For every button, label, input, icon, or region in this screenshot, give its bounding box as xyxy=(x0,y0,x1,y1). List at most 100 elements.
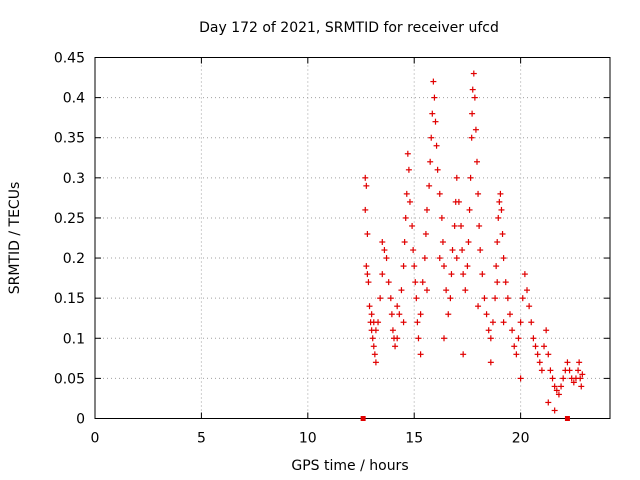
data-point xyxy=(441,335,448,342)
plot-frame xyxy=(94,57,611,419)
data-point xyxy=(496,198,503,205)
data-point xyxy=(493,263,500,270)
data-point xyxy=(575,367,582,374)
data-point xyxy=(436,190,443,197)
data-point xyxy=(577,375,584,382)
data-point xyxy=(497,190,504,197)
data-point xyxy=(467,174,474,181)
data-point xyxy=(555,391,562,398)
data-point xyxy=(439,239,446,246)
data-point xyxy=(549,375,556,382)
data-point xyxy=(543,327,550,334)
data-point xyxy=(406,198,413,205)
data-point xyxy=(517,375,524,382)
data-point xyxy=(402,214,409,221)
data-point xyxy=(500,319,507,326)
data-point xyxy=(500,255,507,262)
axis-marker xyxy=(360,416,366,421)
data-point xyxy=(401,239,408,246)
data-point xyxy=(381,247,388,254)
data-point xyxy=(460,271,467,278)
data-point xyxy=(560,375,567,382)
data-point xyxy=(519,295,526,302)
data-point xyxy=(502,279,509,286)
data-point xyxy=(405,166,412,173)
data-point xyxy=(404,150,411,157)
data-point xyxy=(547,367,554,374)
data-point xyxy=(430,78,437,85)
data-point xyxy=(460,351,467,358)
data-point xyxy=(492,295,499,302)
x-tick-label: 15 xyxy=(405,431,423,447)
data-point xyxy=(379,239,386,246)
x-tick-label: 10 xyxy=(299,431,317,447)
data-point xyxy=(564,359,571,366)
y-tick-label: 0 xyxy=(76,412,85,428)
data-point xyxy=(541,343,548,350)
data-point xyxy=(579,371,586,378)
y-tick-label: 0.1 xyxy=(63,331,85,347)
data-point xyxy=(389,327,396,334)
data-point xyxy=(429,110,436,117)
axis-marker xyxy=(564,416,570,421)
data-point xyxy=(363,263,370,270)
y-tick-label: 0.35 xyxy=(54,131,85,147)
data-point xyxy=(412,279,419,286)
data-point xyxy=(411,263,418,270)
data-point xyxy=(392,343,399,350)
data-point xyxy=(441,263,448,270)
data-point xyxy=(477,247,484,254)
data-point xyxy=(551,407,558,414)
data-point xyxy=(553,387,560,394)
chart-title: Day 172 of 2021, SRMTID for receiver ufc… xyxy=(199,20,499,36)
x-axis-label: GPS time / hours xyxy=(291,458,408,474)
data-point xyxy=(504,295,511,302)
data-point xyxy=(517,319,524,326)
y-tick-label: 0.25 xyxy=(54,211,85,227)
y-axis-label: SRMTID / TECUs xyxy=(7,182,23,295)
data-point xyxy=(427,158,434,165)
data-point xyxy=(394,335,401,342)
x-tick-label: 0 xyxy=(91,431,100,447)
data-point xyxy=(578,383,585,390)
data-point xyxy=(515,335,522,342)
data-point xyxy=(385,279,392,286)
y-tick-label: 0.4 xyxy=(63,91,85,107)
data-point xyxy=(475,190,482,197)
data-point xyxy=(524,287,531,294)
data-point xyxy=(431,94,438,101)
data-point xyxy=(365,279,372,286)
data-point xyxy=(447,295,454,302)
data-point xyxy=(369,335,376,342)
data-point xyxy=(464,263,471,270)
y-tick-label: 0.15 xyxy=(54,291,85,307)
data-point xyxy=(511,343,518,350)
data-point xyxy=(459,247,466,254)
data-point xyxy=(530,335,537,342)
data-point xyxy=(403,190,410,197)
data-point xyxy=(436,255,443,262)
data-point xyxy=(364,230,371,237)
data-point xyxy=(362,174,369,181)
data-point xyxy=(468,134,475,141)
data-point xyxy=(417,311,424,318)
y-tick-label: 0.05 xyxy=(54,371,85,387)
data-point xyxy=(368,311,375,318)
data-point xyxy=(419,279,426,286)
data-point xyxy=(448,271,455,278)
data-points xyxy=(362,70,586,414)
x-tick-label: 5 xyxy=(197,431,206,447)
data-point xyxy=(422,230,429,237)
data-point xyxy=(473,158,480,165)
data-point xyxy=(388,311,395,318)
data-point xyxy=(410,247,417,254)
y-tick-label: 0.45 xyxy=(54,51,85,67)
data-point xyxy=(558,383,565,390)
data-point xyxy=(528,319,535,326)
data-point xyxy=(371,351,378,358)
data-point xyxy=(426,182,433,189)
data-point xyxy=(433,142,440,149)
data-point xyxy=(495,214,502,221)
data-point xyxy=(370,343,377,350)
data-point xyxy=(494,279,501,286)
